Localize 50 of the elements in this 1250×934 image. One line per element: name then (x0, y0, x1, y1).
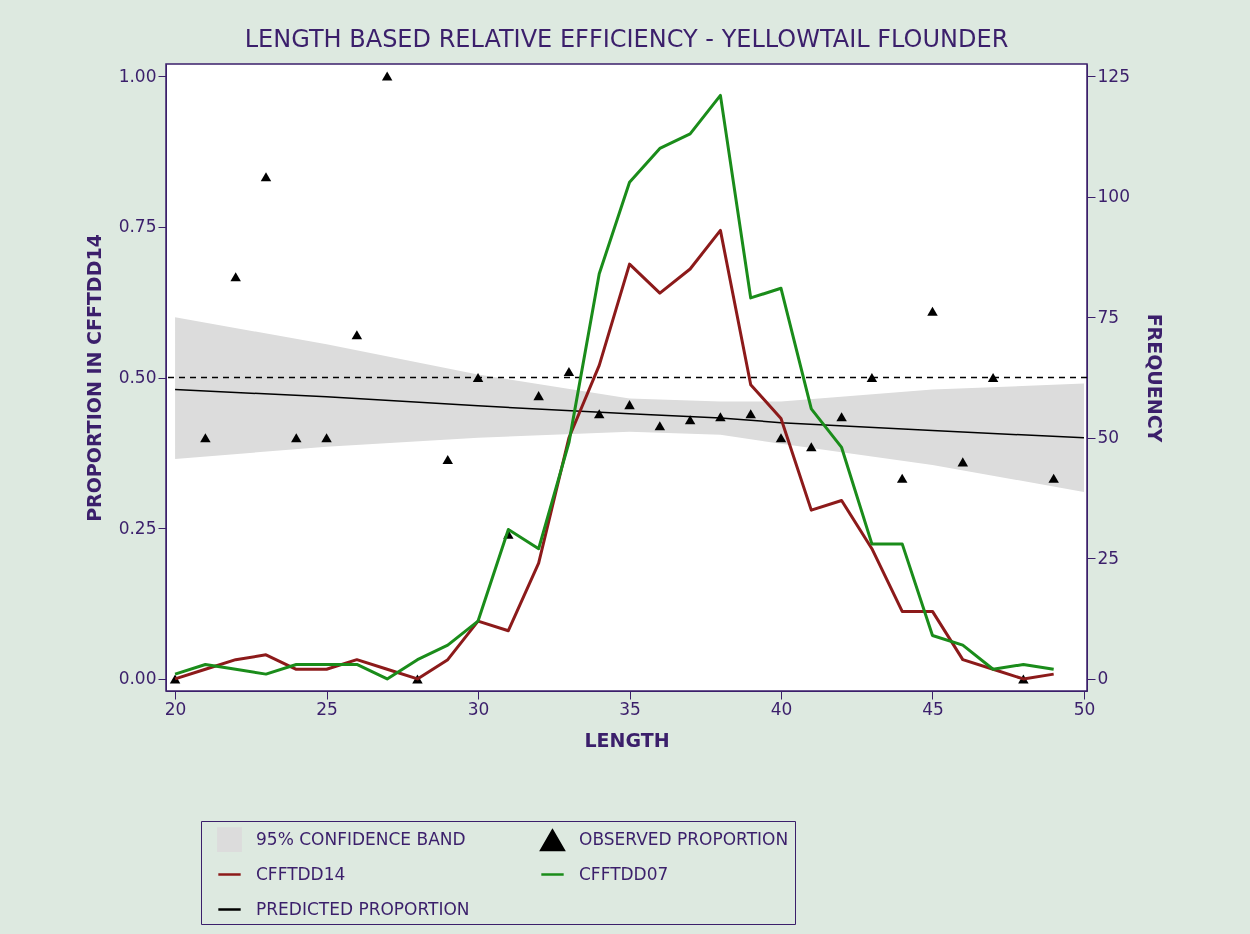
y-tick-label: 0.25 (118, 517, 157, 538)
chart-title: LENGTH BASED RELATIVE EFFICIENCY - YELLOWTAIL FLOUNDER (244, 25, 1009, 53)
point (775, 433, 787, 443)
point (896, 473, 908, 483)
point (1048, 473, 1059, 483)
y-tick-label: 1.00 (118, 65, 157, 86)
point (866, 372, 878, 383)
x-tick-label: 45 (922, 698, 944, 719)
point (806, 442, 817, 452)
x-tick-label: 25 (316, 698, 338, 719)
y2-tick-label: 0 (1097, 668, 1109, 689)
y2-tick-label: 50 (1097, 427, 1120, 448)
y2-tick-label: 100 (1097, 186, 1130, 207)
legend-label: OBSERVED PROPORTION (579, 829, 789, 850)
legend-label: 95% CONFIDENCE BAND (256, 828, 466, 849)
line-series (174, 388, 1085, 439)
point (836, 412, 847, 422)
point (200, 433, 211, 443)
legend-label: PREDICTED PROPORTION (256, 898, 470, 919)
legend-label: CFFTDD07 (579, 863, 669, 884)
point (927, 306, 938, 316)
point (260, 172, 272, 182)
y2-tick-label: 125 (1097, 65, 1130, 86)
y2-axis-title: FREQUENCY (1143, 313, 1166, 443)
point (987, 372, 999, 383)
y-axis-title: PROPORTION IN CFFTDD14 (82, 234, 105, 522)
x-tick-label: 20 (164, 698, 187, 719)
point (745, 409, 756, 419)
y-tick-label: 0.75 (118, 216, 157, 237)
point (291, 433, 302, 443)
y-tick-label: 0.50 (118, 367, 157, 387)
legend-label: CFFTDD14 (256, 863, 346, 884)
x-tick-label: 30 (467, 698, 490, 719)
y2-tick-label: 75 (1097, 306, 1120, 327)
point (654, 421, 666, 431)
point (381, 71, 393, 81)
x-axis-title: LENGTH (584, 728, 670, 751)
point (563, 366, 575, 377)
y-tick-label: 0.00 (118, 668, 157, 689)
point (351, 330, 363, 340)
x-tick-label: 35 (619, 698, 641, 719)
point (230, 272, 241, 282)
y2-tick-label: 25 (1097, 547, 1120, 568)
point (442, 454, 453, 465)
point (321, 433, 332, 443)
point (624, 400, 635, 410)
x-tick-label: 50 (1073, 698, 1096, 719)
point (533, 391, 544, 401)
point (684, 415, 696, 425)
x-tick-label: 40 (770, 698, 793, 719)
